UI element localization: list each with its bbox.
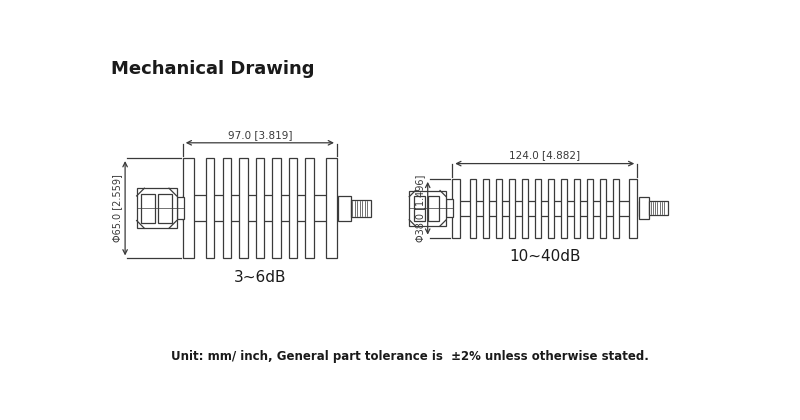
Bar — [289, 158, 297, 258]
Bar — [222, 158, 231, 258]
Bar — [522, 179, 528, 237]
Bar — [338, 196, 350, 220]
Bar — [650, 201, 668, 215]
Text: Mechanical Drawing: Mechanical Drawing — [111, 60, 314, 78]
Bar — [272, 158, 281, 258]
Bar — [183, 158, 194, 258]
Bar — [614, 179, 619, 237]
Text: 3~6dB: 3~6dB — [234, 270, 286, 285]
Bar — [446, 199, 453, 218]
Bar — [509, 179, 515, 237]
Bar — [414, 196, 426, 221]
Bar — [183, 195, 337, 221]
Text: Φ38.0 [1.496]: Φ38.0 [1.496] — [414, 175, 425, 242]
Bar — [137, 188, 177, 228]
Bar — [535, 179, 542, 237]
Text: Φ65.0 [2.559]: Φ65.0 [2.559] — [112, 174, 122, 242]
Text: Unit: mm/ inch, General part tolerance is  ±2% unless otherwise stated.: Unit: mm/ inch, General part tolerance i… — [171, 350, 649, 363]
Bar — [638, 197, 650, 219]
Bar — [470, 179, 476, 237]
Bar — [142, 194, 155, 223]
Text: 10~40dB: 10~40dB — [509, 249, 581, 264]
Bar — [326, 158, 337, 258]
Bar — [562, 179, 567, 237]
Bar — [452, 200, 637, 216]
Bar — [452, 179, 460, 237]
Bar — [428, 196, 439, 221]
Bar — [630, 179, 637, 237]
Bar — [239, 158, 247, 258]
Bar — [410, 191, 446, 226]
Text: 97.0 [3.819]: 97.0 [3.819] — [228, 130, 292, 140]
Text: 124.0 [4.882]: 124.0 [4.882] — [509, 150, 580, 160]
Bar — [574, 179, 581, 237]
Bar — [483, 179, 489, 237]
Bar — [158, 194, 172, 223]
Bar — [256, 158, 264, 258]
Bar — [177, 197, 184, 219]
Bar — [587, 179, 594, 237]
Bar — [350, 200, 370, 217]
Bar — [306, 158, 314, 258]
Bar — [548, 179, 554, 237]
Bar — [600, 179, 606, 237]
Bar — [496, 179, 502, 237]
Bar — [206, 158, 214, 258]
